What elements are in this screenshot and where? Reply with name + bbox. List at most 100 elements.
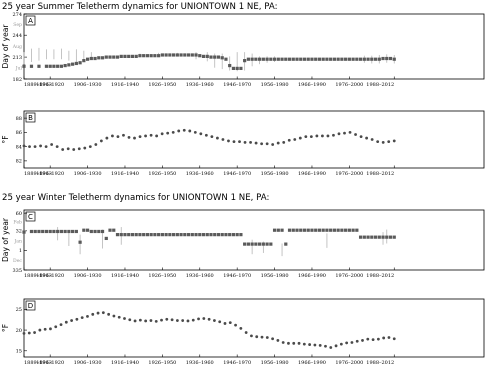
teletherm-day-marker [261,242,265,246]
teletherm-day-marker [362,57,366,61]
temperature-point [329,346,333,349]
y-tick-label: 213 [12,55,22,61]
temperature-point [255,335,259,339]
temperature-point [75,317,79,321]
panel-letter: D [28,302,33,310]
month-label: Feb [13,220,22,226]
teletherm-day-marker [373,235,378,239]
teletherm-day-marker [145,233,150,237]
teletherm-day-marker [235,66,239,71]
teletherm-day-marker [243,59,247,63]
teletherm-day-marker [115,55,120,59]
teletherm-day-marker [347,57,351,61]
teletherm-day-marker [377,235,381,239]
temperature-point [96,311,100,315]
teletherm-day-marker [108,55,112,59]
temperature-point [376,337,380,341]
teletherm-day-marker [123,54,127,58]
teletherm-day-marker [272,57,277,61]
teletherm-day-marker [370,235,374,239]
teletherm-day-marker [332,57,337,61]
temperature-point [239,327,243,330]
winter-chart-title: 25 year Winter Teletherm dynamics for UN… [2,193,269,203]
teletherm-day-marker [269,57,273,61]
temperature-point [154,319,158,323]
x-tick-label: 1936–1960 [186,82,214,88]
teletherm-day-marker [344,228,348,232]
temperature-point [54,325,58,329]
temperature-point [271,143,275,146]
temperature-point [313,343,317,347]
teletherm-day-marker [284,57,288,61]
temperature-point [64,320,68,324]
x-tick-label: 1956–1980 [261,273,289,279]
temperature-point [165,317,169,321]
temperature-point [171,130,175,134]
temperature-point [144,319,148,323]
temperature-point [387,336,391,339]
temperature-point [49,327,52,331]
temperature-point [216,136,219,140]
teletherm-day-marker [385,56,389,61]
temperature-point [348,130,352,134]
teletherm-day-marker [325,57,329,61]
teletherm-day-marker [332,228,337,232]
temperature-point [202,317,206,320]
temperature-point [276,141,280,145]
x-tick-label: 1926–1950 [148,82,176,88]
temperature-point [287,138,291,142]
teletherm-day-marker [258,242,262,246]
temperature-point [207,317,211,321]
teletherm-day-marker [108,228,112,232]
temperature-point [177,129,181,133]
teletherm-day-marker [209,55,213,59]
teletherm-day-marker [179,233,183,237]
teletherm-day-marker [186,233,191,237]
temperature-point [111,134,114,138]
y-tick-label: 88 [16,116,22,122]
teletherm-day-marker [48,229,52,234]
temperature-point [315,134,319,138]
teletherm-day-marker [216,233,221,237]
teletherm-day-marker [340,57,344,61]
temperature-point [345,341,349,345]
teletherm-day-marker [127,233,131,237]
x-tick-label: 1946–1970 [223,273,251,279]
temperature-point [254,141,258,145]
teletherm-day-marker [381,56,385,61]
temperature-point [101,311,105,315]
teletherm-day-marker [291,228,295,232]
teletherm-day-marker [153,233,157,237]
teletherm-day-marker [306,228,310,232]
temperature-point [276,339,280,342]
temperature-point [199,132,203,136]
temperature-point [287,341,290,345]
temperature-point [265,336,269,339]
temperature-point [343,131,346,135]
teletherm-day-marker [22,64,26,68]
teletherm-day-marker [291,57,295,61]
temperature-point [365,136,369,140]
teletherm-day-marker [78,61,82,65]
x-tick-label: 1889–1913 [24,171,52,177]
temperature-point [186,319,190,323]
teletherm-day-marker [171,53,176,57]
teletherm-day-marker [351,228,355,232]
teletherm-day-marker [22,230,26,234]
teletherm-day-marker [138,233,142,237]
teletherm-day-marker [183,53,187,57]
x-tick-label: 1936–1960 [186,273,214,279]
teletherm-day-marker [127,54,131,58]
teletherm-day-marker [258,57,262,61]
temperature-point [334,344,338,348]
teletherm-day-marker [134,54,138,58]
y-tick-label: 1 [19,248,22,254]
x-tick-label: 1906–1930 [74,171,102,177]
teletherm-day-marker [104,236,108,241]
temperature-point [155,134,159,138]
teletherm-day-marker [171,233,176,237]
temperature-point [116,135,120,139]
panel-letter: C [28,213,33,221]
teletherm-day-marker [168,233,172,237]
